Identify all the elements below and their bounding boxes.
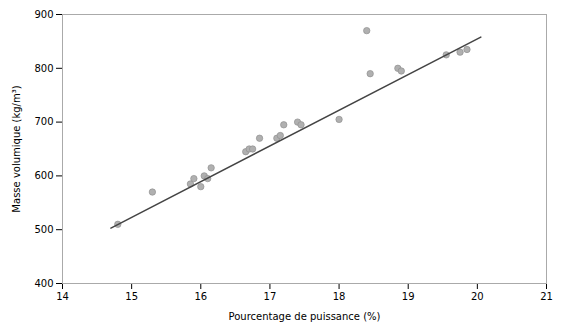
svg-text:17: 17 (264, 291, 277, 302)
svg-text:18: 18 (333, 291, 346, 302)
svg-text:15: 15 (125, 291, 138, 302)
svg-text:14: 14 (56, 291, 69, 302)
svg-text:19: 19 (402, 291, 415, 302)
svg-text:Pourcentage de puissance (%): Pourcentage de puissance (%) (229, 311, 381, 322)
svg-text:16: 16 (194, 291, 207, 302)
svg-text:900: 900 (34, 9, 53, 20)
svg-text:20: 20 (471, 291, 484, 302)
svg-text:800: 800 (34, 63, 53, 74)
svg-text:700: 700 (34, 116, 53, 127)
svg-text:Masse volumique (kg/m³): Masse volumique (kg/m³) (11, 85, 22, 212)
svg-text:400: 400 (34, 278, 53, 289)
svg-text:500: 500 (34, 224, 53, 235)
svg-text:21: 21 (540, 291, 553, 302)
svg-text:600: 600 (34, 170, 53, 181)
